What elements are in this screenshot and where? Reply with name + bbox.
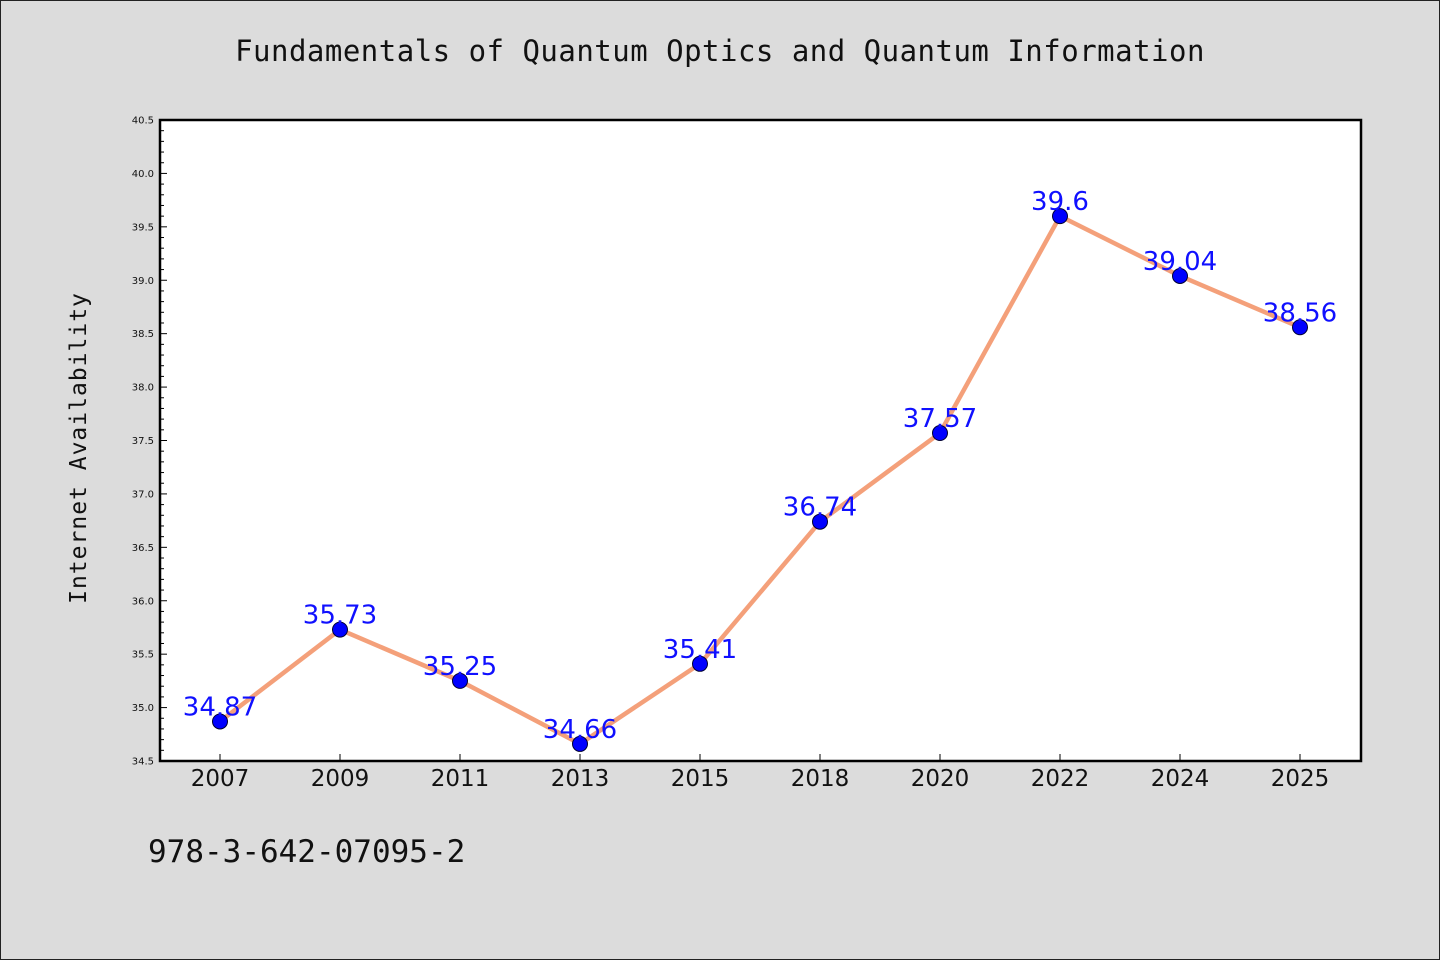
data-label: 36.74 (783, 493, 857, 523)
x-tick-label: 2007 (191, 766, 250, 792)
y-tick-label: 34.5 (132, 757, 154, 768)
y-tick-label: 37.0 (132, 489, 154, 500)
series-line (218, 213, 1301, 747)
y-tick-label: 40.5 (132, 116, 154, 127)
data-point (812, 513, 828, 530)
series-line-group: 34.87 35.73 35.25 34.66 35.41 36.74 37.57 39.6 3… (183, 187, 1337, 752)
data-label: 35.41 (663, 635, 737, 665)
y-tick-label: 39.0 (132, 276, 154, 287)
data-label: 35.25 (423, 652, 497, 682)
y-axis: 34.5 35.0 35.5 36.0 36.5 37.0 37.5 38.0 38.5 39.0… (132, 116, 167, 768)
x-tick-label: 2013 (551, 766, 610, 792)
y-tick-label: 39.5 (132, 222, 154, 233)
data-label: 38.56 (1263, 298, 1337, 328)
data-label: 35.73 (303, 601, 377, 631)
y-tick-label: 36.0 (132, 596, 154, 607)
chart-title: Fundamentals of Quantum Optics and Quant… (235, 34, 1205, 68)
data-point (692, 655, 708, 672)
y-tick-label: 35.5 (132, 650, 154, 661)
data-label: 39.6 (1031, 187, 1089, 217)
data-point (1292, 319, 1308, 336)
data-point (932, 425, 948, 442)
footer-isbn: 978-3-642-07095-2 (148, 834, 466, 870)
x-axis: 2007 2009 2011 2013 2015 2018 2020 2022 2024 2025 (191, 754, 1330, 792)
y-tick-label: 37.5 (132, 436, 154, 447)
data-label: 37.57 (903, 404, 977, 434)
x-tick-label: 2015 (671, 766, 730, 792)
y-tick-label: 38.5 (132, 329, 154, 340)
data-label: 34.66 (543, 715, 617, 745)
data-label: 34.87 (183, 692, 257, 722)
data-point (452, 672, 468, 689)
y-tick-label: 38.0 (132, 383, 154, 394)
x-tick-label: 2009 (311, 766, 370, 792)
x-tick-label: 2022 (1031, 766, 1090, 792)
y-tick-label: 40.0 (132, 169, 154, 180)
data-point (1052, 208, 1068, 225)
data-point (572, 735, 588, 752)
data-point (212, 713, 228, 730)
x-tick-label: 2020 (911, 766, 970, 792)
x-tick-label: 2018 (791, 766, 850, 792)
x-tick-label: 2011 (431, 766, 490, 792)
data-point (1172, 267, 1188, 284)
y-tick-label: 35.0 (132, 703, 154, 714)
data-label: 39.04 (1143, 247, 1217, 277)
y-tick-label: 36.5 (132, 543, 154, 554)
x-tick-label: 2024 (1151, 766, 1210, 792)
y-axis-label: Internet Availability (66, 292, 92, 604)
data-point (332, 621, 348, 638)
plot-area (158, 118, 1363, 763)
x-tick-label: 2025 (1271, 766, 1330, 792)
